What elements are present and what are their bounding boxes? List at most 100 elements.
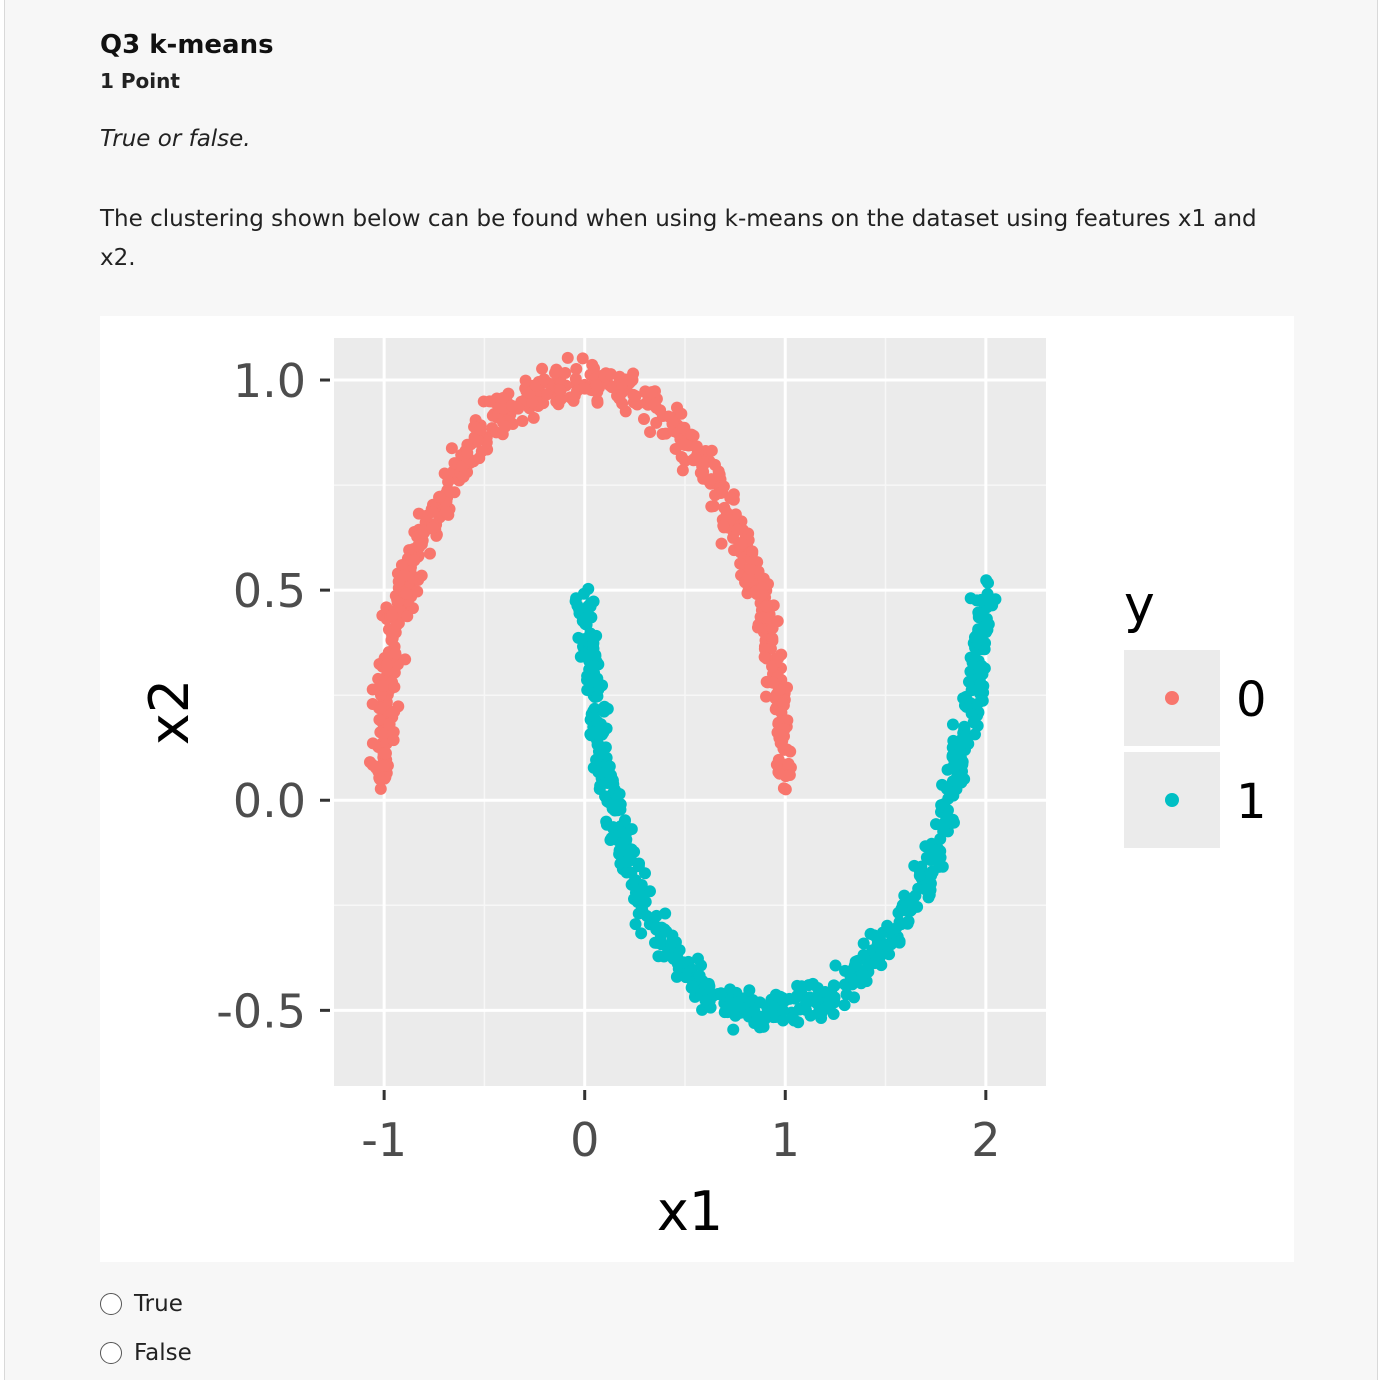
data-point-series-1 (635, 927, 648, 940)
data-point-series-0 (677, 422, 690, 435)
data-point-series-1 (605, 831, 618, 844)
data-point-series-0 (505, 399, 518, 412)
data-point-series-0 (538, 373, 551, 386)
data-point-series-0 (386, 609, 399, 622)
data-point-series-1 (804, 1009, 817, 1022)
data-point-series-1 (757, 1020, 770, 1033)
data-point-series-0 (474, 423, 487, 436)
data-point-series-1 (594, 748, 607, 761)
data-point-series-1 (748, 1016, 761, 1029)
data-point-series-0 (751, 621, 764, 634)
data-point-series-0 (784, 745, 797, 758)
data-point-series-1 (582, 582, 595, 595)
data-point-series-0 (591, 396, 604, 409)
data-point-series-1 (939, 815, 952, 828)
data-point-series-0 (760, 600, 773, 613)
option-true[interactable]: True (100, 1291, 183, 1317)
data-point-series-0 (480, 436, 493, 449)
data-point-series-1 (640, 909, 653, 922)
data-point-series-0 (411, 585, 424, 598)
data-point-series-0 (772, 753, 785, 766)
data-point-series-1 (587, 673, 600, 686)
data-point-series-0 (690, 453, 703, 466)
series-1-points (569, 574, 1002, 1036)
data-point-series-1 (600, 722, 613, 735)
data-point-series-1 (783, 992, 796, 1005)
data-point-series-0 (530, 380, 543, 393)
data-point-series-0 (662, 410, 675, 423)
data-point-series-1 (975, 593, 988, 606)
y-tick-label: -0.5 (216, 984, 306, 1038)
data-point-series-1 (848, 959, 861, 972)
data-point-series-0 (716, 486, 729, 499)
legend-label-0: 0 (1236, 672, 1267, 728)
data-point-series-0 (772, 652, 785, 665)
data-point-series-0 (766, 660, 779, 673)
data-point-series-1 (792, 1016, 805, 1029)
data-point-series-1 (777, 1014, 790, 1027)
data-point-series-0 (377, 679, 390, 692)
data-point-series-0 (645, 386, 658, 399)
legend-label-1: 1 (1236, 774, 1267, 830)
data-point-series-1 (964, 592, 977, 605)
data-point-series-0 (374, 782, 387, 795)
data-point-series-1 (946, 718, 959, 731)
data-point-series-0 (637, 412, 650, 425)
data-point-series-0 (771, 615, 784, 628)
data-point-series-0 (380, 658, 393, 671)
data-point-series-0 (685, 428, 698, 441)
data-point-series-1 (589, 728, 602, 741)
data-point-series-0 (426, 505, 439, 518)
data-point-series-0 (774, 728, 787, 741)
data-point-series-0 (604, 368, 617, 381)
data-point-series-1 (727, 1023, 740, 1036)
radio-false[interactable] (100, 1342, 122, 1364)
data-point-series-0 (423, 547, 436, 560)
data-point-series-1 (685, 981, 698, 994)
series-0-points (363, 351, 797, 796)
data-point-series-0 (578, 382, 591, 395)
data-point-series-1 (823, 995, 836, 1008)
data-point-series-1 (838, 999, 851, 1012)
data-point-series-0 (366, 737, 379, 750)
data-point-series-1 (657, 950, 670, 963)
data-point-series-0 (433, 490, 446, 503)
data-point-series-1 (745, 995, 758, 1008)
data-point-series-0 (390, 619, 403, 632)
data-point-series-1 (972, 634, 985, 647)
data-point-series-0 (388, 681, 401, 694)
data-point-series-1 (827, 979, 840, 992)
data-point-series-1 (731, 996, 744, 1009)
data-point-series-0 (705, 444, 718, 457)
data-point-series-1 (743, 984, 756, 997)
x-tick-label: 2 (971, 1113, 1000, 1167)
data-point-series-1 (625, 843, 638, 856)
data-point-series-0 (675, 407, 688, 420)
data-point-series-1 (890, 922, 903, 935)
data-point-series-1 (769, 988, 782, 1001)
question-text: The clustering shown below can be found … (100, 206, 1257, 271)
data-point-series-0 (586, 358, 599, 371)
data-point-series-1 (904, 896, 917, 909)
legend-key-1 (1165, 793, 1179, 807)
data-point-series-0 (570, 362, 583, 375)
data-point-series-0 (777, 782, 790, 795)
data-point-series-1 (616, 844, 629, 857)
data-point-series-1 (599, 790, 612, 803)
data-point-series-0 (731, 523, 744, 536)
data-point-series-0 (644, 426, 657, 439)
data-point-series-0 (690, 440, 703, 453)
data-point-series-0 (590, 379, 603, 392)
data-point-series-0 (697, 465, 710, 478)
data-point-series-1 (665, 937, 678, 950)
radio-true[interactable] (100, 1293, 122, 1315)
data-point-series-1 (703, 980, 716, 993)
data-point-series-0 (383, 718, 396, 731)
data-point-series-0 (516, 415, 529, 428)
option-false[interactable]: False (100, 1340, 192, 1366)
data-point-series-0 (445, 442, 458, 455)
data-point-series-1 (635, 878, 648, 891)
data-point-series-1 (868, 929, 881, 942)
data-point-series-1 (975, 659, 988, 672)
data-point-series-0 (373, 713, 386, 726)
